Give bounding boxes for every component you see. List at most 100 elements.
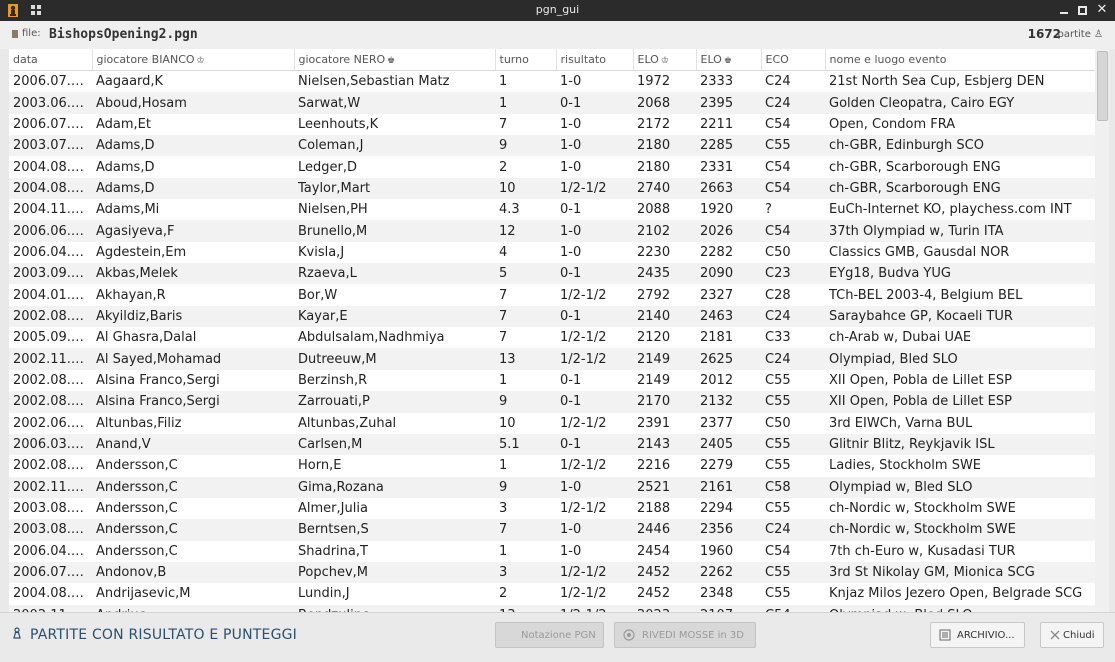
column-header-black-player[interactable]: giocatore NERO ♚ xyxy=(294,49,496,71)
table-row[interactable]: 2002.08.… Alsina Franco,Sergi Berzinsh,R 1 0… xyxy=(9,370,1095,391)
cell-black-player: Brunello,M xyxy=(294,220,495,242)
cell-result: 1-0 xyxy=(556,519,633,541)
minimize-button[interactable] xyxy=(1058,4,1070,16)
window-menu-icon[interactable] xyxy=(31,5,41,15)
cell-date: 2003.08.… xyxy=(9,519,92,541)
table-row[interactable]: 2004.01.… Akhayan,R Bor,W 7 1/2-1/2 2792 2327 C… xyxy=(9,284,1095,305)
cell-round: 3 xyxy=(495,561,556,584)
column-header-label: ELO xyxy=(700,53,722,66)
cell-date: 2004.08.… xyxy=(9,177,92,200)
table-row[interactable]: 2004.11.… Adams,Mi Nielsen,PH 4.3 0-1 2088 192… xyxy=(9,199,1095,220)
cell-round: 7 xyxy=(495,305,556,328)
table-row[interactable]: 2004.08.… Adams,D Taylor,Mart 10 1/2-1/2 2740… xyxy=(9,177,1095,200)
maximize-button[interactable] xyxy=(1076,4,1088,16)
vertical-scrollbar[interactable] xyxy=(1095,49,1109,612)
column-header-result[interactable]: risultato xyxy=(556,49,634,71)
cell-eco: C28 xyxy=(765,287,791,303)
cell-eco: C50 xyxy=(765,244,791,260)
cell-event: 3rd EIWCh, Varna BUL xyxy=(829,415,973,431)
cell-white-player: Aboud,Hosam xyxy=(92,92,294,114)
column-header-white-player[interactable]: giocatore BIANCO ♔ xyxy=(92,49,295,71)
cell-elo-black: 2395 xyxy=(696,92,761,114)
archivio-button[interactable]: ARCHIVIO... xyxy=(930,622,1025,648)
table-row[interactable]: 2003.08.… Andersson,C Berntsen,S 7 1-0 2446 23… xyxy=(9,519,1095,541)
rivedi-mosse-3d-button[interactable]: RIVEDI MOSSE in 3D xyxy=(614,622,756,648)
cell-result: 1-0 xyxy=(560,543,582,559)
table-row[interactable]: 2002.11.… Al Sayed,Mohamad Dutreeuw,M 13 1/2… xyxy=(9,348,1095,370)
cell-eco: C54 xyxy=(765,159,791,175)
cell-elo-black: 2181 xyxy=(700,330,734,346)
close-window-button[interactable]: ✕ xyxy=(1096,2,1108,17)
cell-elo-white: 2230 xyxy=(637,244,671,260)
column-header-date[interactable]: data xyxy=(9,49,93,71)
notazione-pgn-button[interactable]: Notazione PGN xyxy=(495,622,604,648)
column-header-event[interactable]: nome e luogo evento xyxy=(825,49,1095,71)
cell-event: EuCh-Internet KO, playchess.com INT xyxy=(829,202,1072,218)
cell-white-player: Andonov,B xyxy=(92,561,294,584)
cell-black-player: Taylor,Mart xyxy=(294,177,495,200)
cell-black-player: Zarrouati,P xyxy=(294,391,495,413)
table-row[interactable]: 2006.07.… Andonov,B Popchev,M 3 1/2-1/2 2452 2… xyxy=(9,561,1095,584)
table-row[interactable]: 2003.06.… Aboud,Hosam Sarwat,W 1 0-1 2068 2395… xyxy=(9,92,1095,114)
cell-elo-black: 1960 xyxy=(700,543,734,559)
column-header-round[interactable]: turno xyxy=(495,49,557,71)
cell-elo-white: 2088 xyxy=(637,202,671,218)
table-row[interactable]: 2006.06.… Agasiyeva,F Brunello,M 12 1-0 2102 2… xyxy=(9,220,1095,242)
cell-white-player: Altunbas,Filiz xyxy=(96,415,182,431)
cell-black-player: Kvisla,J xyxy=(298,244,345,260)
table-row[interactable]: 2003.09.… Akbas,Melek Rzaeva,L 5 0-1 2435 2090… xyxy=(9,263,1095,285)
archive-icon xyxy=(939,629,951,641)
cell-event: 3rd St Nikolay GM, Mionica SCG xyxy=(825,561,1095,584)
cell-result: 1/2-1/2 xyxy=(560,287,607,303)
table-row[interactable]: 2002.08.… Alsina Franco,Sergi Zarrouati,P 9… xyxy=(9,391,1095,413)
cell-elo-white: 2120 xyxy=(637,330,671,346)
table-row[interactable]: 2003.08.… Andersson,C Almer,Julia 3 1/2-1/2 2… xyxy=(9,498,1095,519)
table-row[interactable]: 2006.03.… Anand,V Carlsen,M 5.1 0-1 2143 2405 C… xyxy=(9,433,1095,456)
table-row[interactable]: 2002.11.…Andriuc…Bendzulinc…131/2-1/2202… xyxy=(9,604,1095,612)
table-row[interactable]: 2002.08.… Akyildiz,Baris Kayar,E 7 0-1 2140 24… xyxy=(9,305,1095,328)
cell-result: 1/2-1/2 xyxy=(560,501,607,517)
scrollbar-thumb[interactable] xyxy=(1097,51,1108,121)
cell-eco: C55 xyxy=(761,561,825,584)
table-row[interactable]: 2006.07.… Adam,Et Leenhouts,K 7 1-0 2172 2211 C… xyxy=(9,114,1095,135)
cell-elo-black: 2463 xyxy=(696,305,761,328)
table-row[interactable]: 2004.08.… Adams,D Ledger,D 2 1-0 2180 2331 C54 c… xyxy=(9,156,1095,177)
cell-black-player: Lundin,J xyxy=(298,586,350,602)
table-row[interactable]: 2004.08.… Andrijasevic,M Lundin,J 2 1/2-1/2 2… xyxy=(9,583,1095,604)
table-row[interactable]: 2006.07.… Aagaard,K Nielsen,Sebastian Matz… xyxy=(9,71,1095,93)
table-row[interactable]: 2002.06.… Altunbas,Filiz Altunbas,Zuhal 10 1… xyxy=(9,413,1095,434)
chiudi-button[interactable]: Chiudi xyxy=(1040,622,1104,648)
table-row[interactable]: 2003.07.… Adams,D Coleman,J 9 1-0 2180 2285 C55… xyxy=(9,135,1095,157)
cell-white-player: Agasiyeva,F xyxy=(92,220,294,242)
cell-round: 10 xyxy=(499,415,516,431)
column-header-elo-white[interactable]: ELO ♔ xyxy=(633,49,697,71)
file-info-row: file: BishopsOpening2.pgn 1672 partite ♙ xyxy=(0,21,1115,49)
cell-result: 0-1 xyxy=(560,202,582,218)
cell-eco: C58 xyxy=(761,476,825,498)
cell-white-player: Al Ghasra,Dalal xyxy=(96,330,197,346)
chess-pawn-icon[interactable] xyxy=(6,3,20,18)
cell-round: 5.1 xyxy=(495,433,556,456)
cell-elo-white: 2170 xyxy=(633,391,696,413)
games-table[interactable]: data giocatore BIANCO ♔ giocatore NERO ♚ turn… xyxy=(9,49,1095,612)
cell-round: 7 xyxy=(499,287,508,303)
table-row[interactable]: 2006.04.… Agdestein,Em Kvisla,J 4 1-0 2230 228… xyxy=(9,242,1095,263)
cell-date: 2006.07.… xyxy=(9,561,92,584)
column-header-eco[interactable]: ECO xyxy=(761,49,826,71)
table-row[interactable]: 2005.09.… Al Ghasra,Dalal Abdulsalam,Nadhm… xyxy=(9,327,1095,348)
cell-result: 1/2-1/2 xyxy=(556,348,633,370)
cell-eco: C24 xyxy=(761,92,825,114)
table-row[interactable]: 2002.08.… Andersson,C Horn,E 1 1/2-1/2 2216 22… xyxy=(9,455,1095,476)
table-row[interactable]: 2006.04.… Andersson,C Shadrina,T 1 1-0 2454 19… xyxy=(9,541,1095,562)
cell-round: 1 xyxy=(499,458,508,474)
cell-event: EYg18, Budva YUG xyxy=(825,263,1095,285)
cell-round: 1 xyxy=(499,74,508,90)
cell-black-player: Rzaeva,L xyxy=(294,263,495,285)
column-header-label: turno xyxy=(499,53,529,66)
cell-white-player: Alsina Franco,Sergi xyxy=(96,372,220,388)
cell-elo-black: 2211 xyxy=(700,116,734,132)
cell-elo-white: 2452 xyxy=(633,561,696,584)
column-header-elo-black[interactable]: ELO ♚ xyxy=(696,49,762,71)
cell-result: 1/2-1/2 xyxy=(560,586,607,602)
table-row[interactable]: 2002.11.… Andersson,C Gima,Rozana 9 1-0 2521 2… xyxy=(9,476,1095,498)
